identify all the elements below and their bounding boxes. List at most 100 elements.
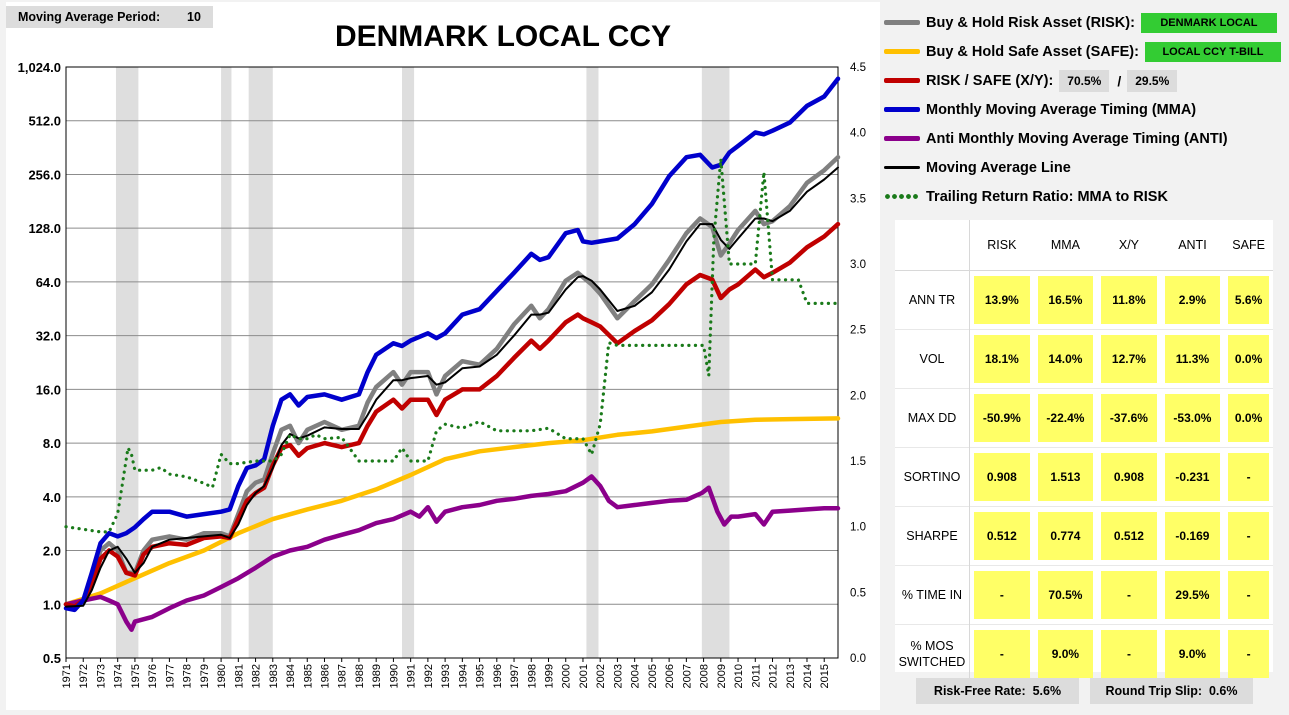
y2-tick-label: 0.0 <box>850 653 866 665</box>
stats-cell: - <box>1224 624 1273 683</box>
x-tick-label: 2003 <box>612 664 624 688</box>
stats-cell: - <box>969 624 1034 683</box>
stats-cell: 16.5% <box>1033 270 1098 330</box>
x-tick-label: 1974 <box>113 664 125 688</box>
x-axis: 1971 1972 1973 1974 1975 1976 1977 1978 1979 1980… <box>61 658 831 688</box>
y2-tick-label: 4.0 <box>850 128 866 140</box>
stats-value: 9.0% <box>1037 630 1094 678</box>
stats-cell: - <box>1224 447 1273 507</box>
stats-value: 16.5% <box>1037 276 1094 324</box>
x-tick-label: 1995 <box>475 664 487 688</box>
legend-safe: Buy & Hold Safe Asset (SAFE): LOCAL CCY … <box>884 37 1284 66</box>
y2-tick-label: 2.5 <box>850 325 866 337</box>
legend-safe-swatch <box>884 49 920 54</box>
plot-border <box>65 66 839 659</box>
stats-cell: 14.0% <box>1033 329 1098 389</box>
legend-xy: RISK / SAFE (X/Y): 70.5% / 29.5% <box>884 66 1284 95</box>
slip-label: Round Trip Slip: <box>1105 684 1203 698</box>
slip-value: 0.6% <box>1208 684 1238 698</box>
x-tick-label: 1999 <box>544 664 556 688</box>
x-tick-label: 2006 <box>664 664 676 688</box>
stats-value: 9.0% <box>1164 630 1221 678</box>
stats-cell: - <box>1224 506 1273 566</box>
stats-value: 14.0% <box>1037 335 1094 383</box>
x-tick-label: 1982 <box>251 664 263 688</box>
y-tick-label: 128.0 <box>28 221 61 236</box>
legend-risk-swatch <box>884 20 920 25</box>
stats-cell: 5.6% <box>1224 270 1273 330</box>
stats-cell: 13.9% <box>969 270 1034 330</box>
chart-title: DENMARK LOCAL CCY <box>335 20 671 53</box>
stats-row: ANN TR 13.9% 16.5% 11.8% 2.9% 5.6% <box>895 270 1273 330</box>
stats-cell: 0.512 <box>969 506 1034 566</box>
y-tick-label: 0.5 <box>43 651 61 666</box>
stats-row: SORTINO 0.908 1.513 0.908 -0.231- <box>895 447 1273 507</box>
x-tick-label: 2007 <box>681 664 693 688</box>
stats-cell: 0.908 <box>1097 447 1161 507</box>
stats-value: - <box>1101 571 1157 619</box>
x-tick-label: 2001 <box>578 664 590 688</box>
stats-cell: 2.9% <box>1160 270 1225 330</box>
stats-cell: 29.5% <box>1160 565 1225 625</box>
y-tick-label: 256.0 <box>28 167 61 182</box>
y-axis-right: 0.0 0.5 1.0 1.5 2.0 2.5 3.0 3.5 4.0 4.5 <box>850 62 866 665</box>
x-tick-label: 1977 <box>164 664 176 688</box>
legend-risk-label: Buy & Hold Risk Asset (RISK): <box>926 14 1135 31</box>
stats-cell: - <box>1097 624 1161 683</box>
legend-ma: Moving Average Line <box>884 153 1284 182</box>
xy-risk-pct[interactable]: 70.5% <box>1059 69 1110 92</box>
x-tick-label: 1983 <box>268 664 280 688</box>
stats-cell: -0.231 <box>1160 447 1225 507</box>
x-tick-label: 1973 <box>95 664 107 688</box>
x-tick-label: 1992 <box>423 664 435 688</box>
stats-row-label: MAX DD <box>895 388 970 448</box>
x-tick-label: 1976 <box>147 664 159 688</box>
legend-mma-swatch <box>884 107 920 112</box>
x-tick-label: 1994 <box>457 664 469 688</box>
x-tick-label: 2013 <box>785 664 797 688</box>
stats-value: 13.9% <box>974 276 1030 324</box>
recession-band <box>115 67 139 658</box>
x-tick-label: 1972 <box>78 664 90 688</box>
stats-value: 0.908 <box>1101 453 1157 501</box>
ma-period-value[interactable]: 10 <box>187 10 201 24</box>
stats-header-row: RISK MMA X/Y ANTI SAFE <box>895 220 1273 271</box>
stats-value: 29.5% <box>1164 571 1221 619</box>
x-tick-label: 1996 <box>492 664 504 688</box>
recession-band <box>402 67 415 658</box>
xy-safe-pct[interactable]: 29.5% <box>1127 69 1178 92</box>
stats-cell: -22.4% <box>1033 388 1098 448</box>
stats-value: 70.5% <box>1037 571 1094 619</box>
risk-asset-selector[interactable]: DENMARK LOCAL <box>1140 12 1277 33</box>
series-lines <box>63 76 841 632</box>
series-line-xy <box>63 221 841 609</box>
stats-value: 0.512 <box>1101 512 1157 560</box>
stats-cell: 9.0% <box>1033 624 1098 683</box>
x-tick-label: 2005 <box>647 664 659 688</box>
x-tick-label: 1981 <box>233 664 245 688</box>
ma-period-box[interactable]: Moving Average Period: 10 <box>6 6 213 28</box>
legend-mma-label: Monthly Moving Average Timing (MMA) <box>926 101 1197 118</box>
y2-tick-label: 0.5 <box>850 587 866 599</box>
stats-cell: 0.908 <box>969 447 1034 507</box>
stats-row: % TIME IN -70.5% -29.5% - <box>895 565 1273 625</box>
y-tick-label: 64.0 <box>36 275 61 290</box>
legend-ratio-label: Trailing Return Ratio: MMA to RISK <box>926 188 1168 205</box>
stats-cell: 0.512 <box>1097 506 1161 566</box>
stats-value: - <box>1228 512 1269 560</box>
x-tick-label: 1997 <box>509 664 521 688</box>
y2-tick-label: 4.5 <box>850 62 866 74</box>
stats-value: 1.513 <box>1037 453 1094 501</box>
safe-asset-selector[interactable]: LOCAL CCY T-BILL <box>1144 41 1281 62</box>
stats-row: VOL 18.1% 14.0% 12.7% 11.3% 0.0% <box>895 329 1273 389</box>
x-tick-label: 2002 <box>595 664 607 688</box>
col-header: X/Y <box>1097 220 1161 271</box>
stats-value: 11.8% <box>1101 276 1157 324</box>
stats-cell: 9.0% <box>1160 624 1225 683</box>
legend-ma-swatch <box>884 166 920 169</box>
y-tick-label: 4.0 <box>43 490 61 505</box>
legend-ratio-swatch <box>884 194 920 199</box>
x-tick-label: 1991 <box>406 664 418 688</box>
stats-cell: 0.0% <box>1224 388 1273 448</box>
stats-row-label: SORTINO <box>895 447 970 507</box>
